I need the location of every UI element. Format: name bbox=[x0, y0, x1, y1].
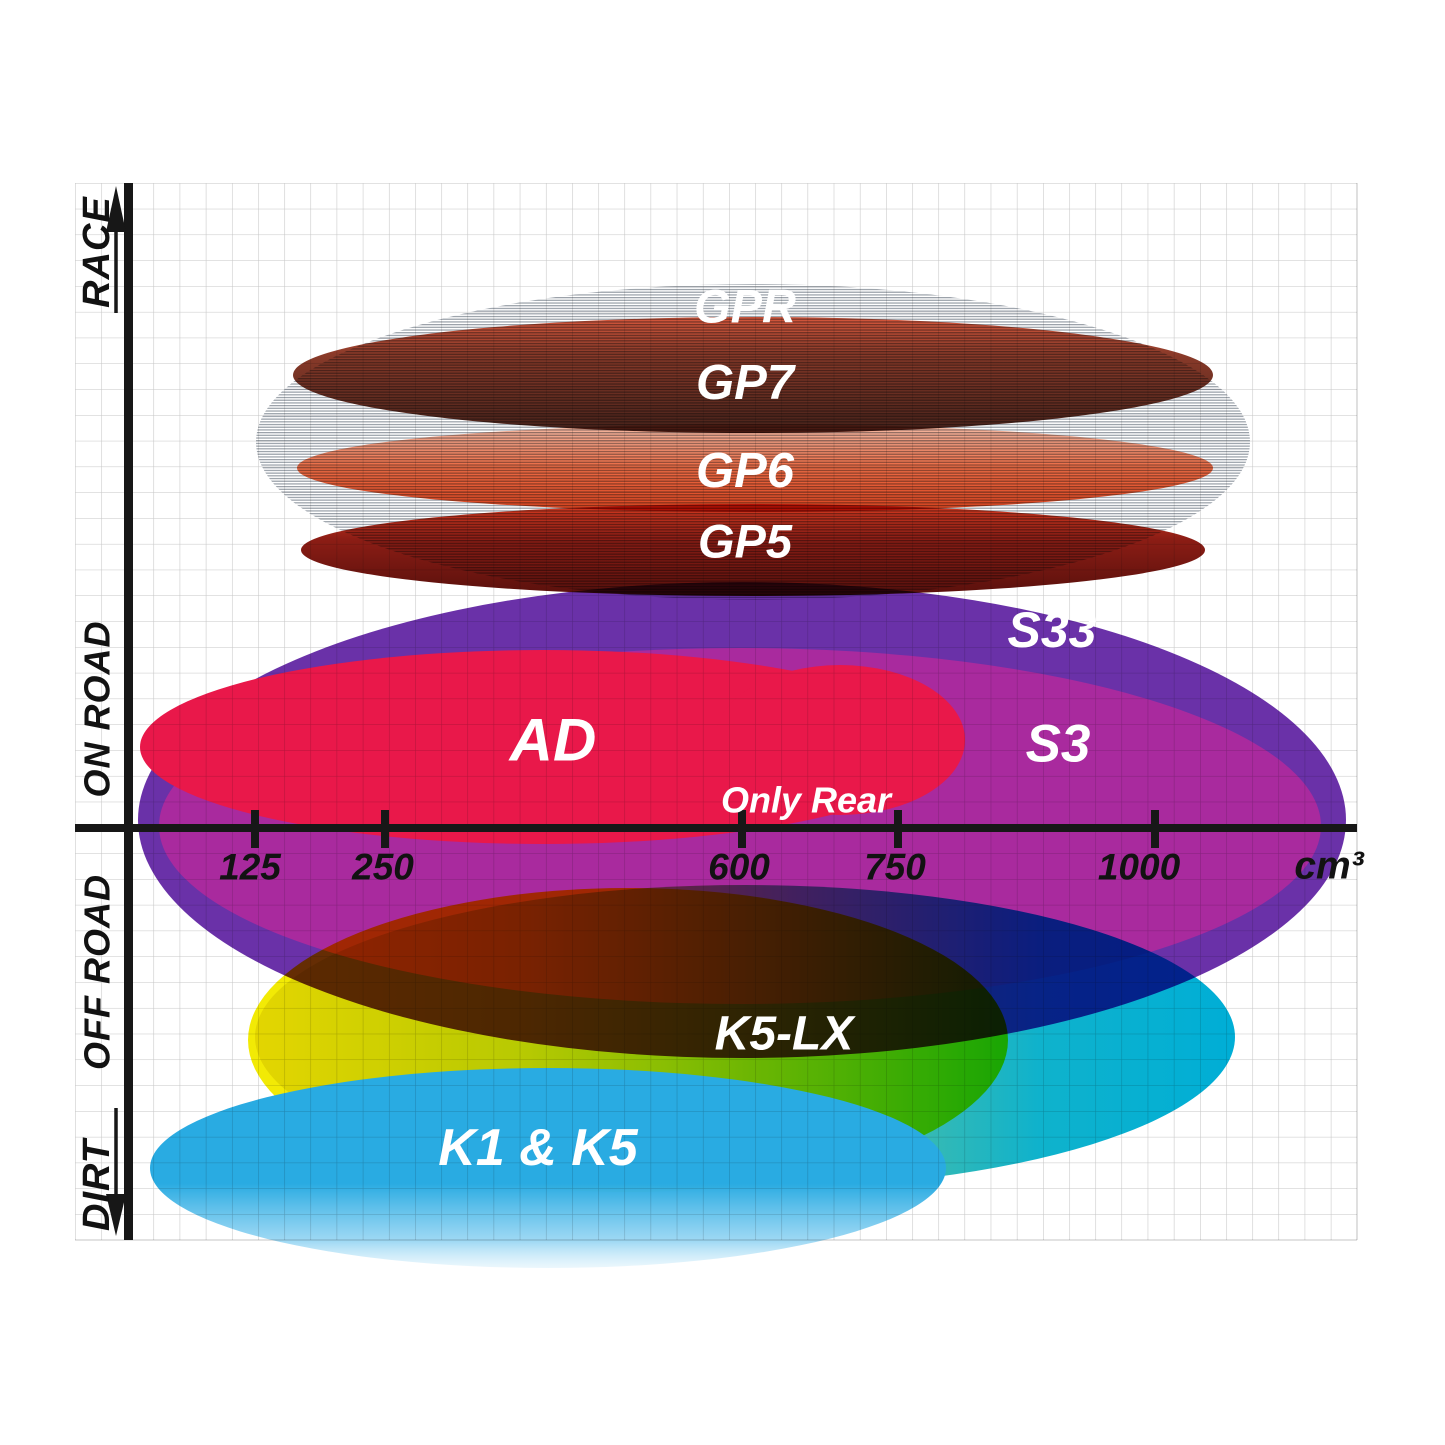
gpr-label: GPR bbox=[694, 280, 796, 333]
grid bbox=[75, 183, 1358, 1241]
race-direction-arrow bbox=[106, 186, 126, 313]
dirt-direction-arrow bbox=[106, 1108, 126, 1236]
dirt-arrow-head-icon bbox=[106, 1194, 126, 1236]
ad-label: AD bbox=[508, 707, 597, 774]
grid-lines bbox=[75, 183, 1357, 1240]
x-axis-labels: 125 250 600 750 1000 cm³ bbox=[219, 845, 1365, 888]
race-arrow-head-icon bbox=[106, 186, 126, 232]
x-tick-label-600: 600 bbox=[708, 847, 770, 888]
y-axis-labels: RACE ON ROAD OFF ROAD DIRT bbox=[76, 196, 118, 1231]
x-tick-label-125: 125 bbox=[219, 847, 282, 888]
axes bbox=[75, 183, 1357, 1240]
x-axis-unit-label: cm³ bbox=[1294, 845, 1364, 888]
compound-labels: GPR GP7 GP6 GP5 S33 AD S3 Only Rear K5-L… bbox=[438, 280, 1096, 1178]
gp5-label: GP5 bbox=[698, 515, 793, 568]
gp6-label: GP6 bbox=[696, 444, 795, 498]
x-tick-label-250: 250 bbox=[351, 847, 414, 888]
k1-k5-label: K1 & K5 bbox=[438, 1119, 638, 1177]
x-tick-label-1000: 1000 bbox=[1098, 847, 1181, 888]
gp7-label: GP7 bbox=[696, 356, 797, 410]
k5lx-label: K5-LX bbox=[715, 1008, 857, 1061]
y-axis-label-off-road: OFF ROAD bbox=[77, 874, 118, 1070]
only-rear-annotation: Only Rear bbox=[721, 780, 893, 821]
y-axis-label-on-road: ON ROAD bbox=[77, 621, 118, 798]
y-axis-label-dirt: DIRT bbox=[76, 1137, 118, 1231]
y-axis-label-race: RACE bbox=[76, 196, 118, 308]
s3-label: S3 bbox=[1026, 715, 1091, 774]
x-tick-label-750: 750 bbox=[864, 847, 926, 888]
s33-label: S33 bbox=[1008, 602, 1097, 658]
